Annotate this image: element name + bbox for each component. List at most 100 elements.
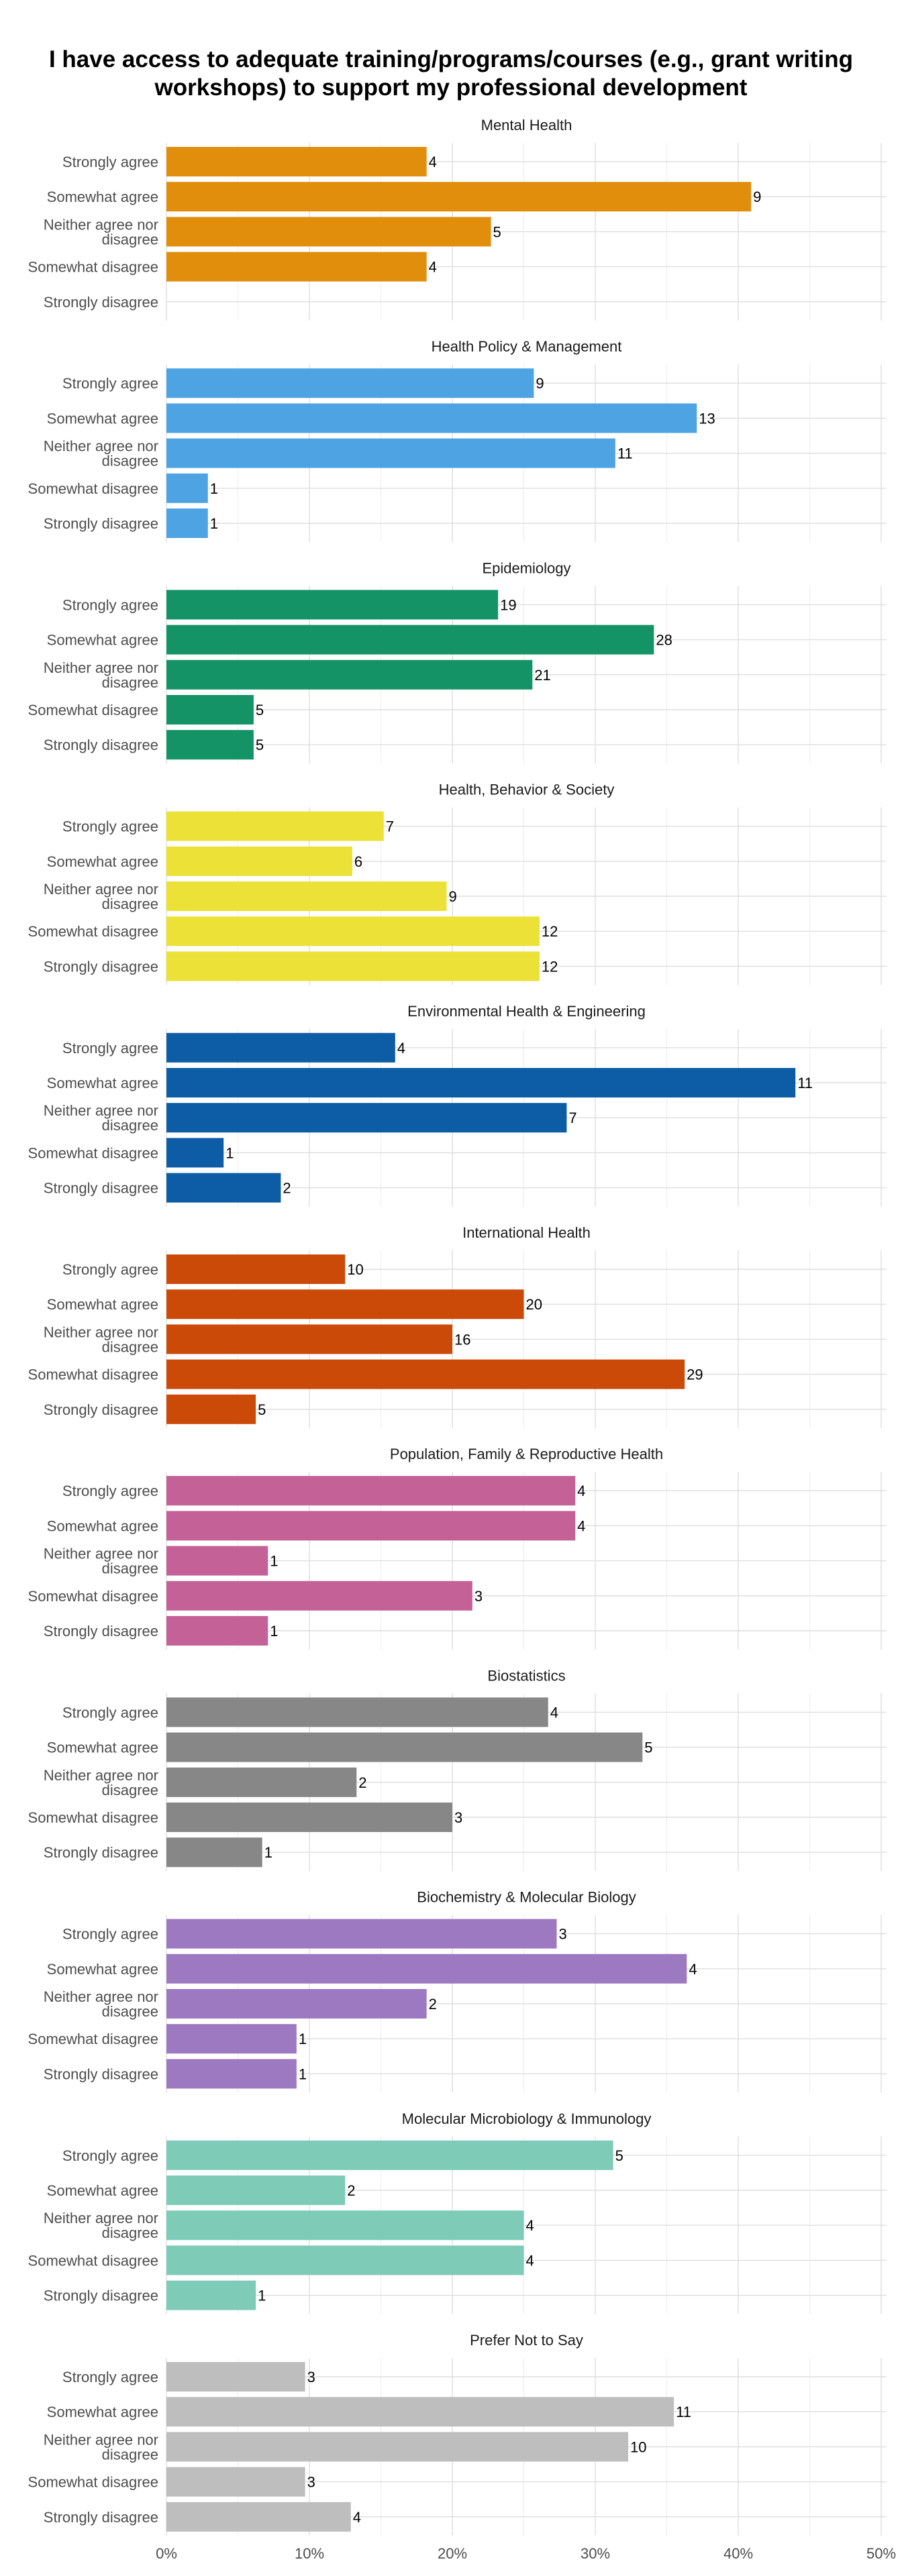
bar <box>166 1953 687 1984</box>
category-label: Strongly agree <box>62 1926 158 1943</box>
category-label: disagree <box>102 2224 158 2241</box>
data-label: 7 <box>386 818 394 835</box>
data-label: 3 <box>474 1588 483 1605</box>
data-label: 4 <box>429 154 437 170</box>
category-label: Strongly agree <box>62 818 158 835</box>
category-label: disagree <box>102 1782 158 1799</box>
bar <box>166 1103 567 1133</box>
category-label: Neither agree nor <box>44 1988 158 2005</box>
category-label: Strongly agree <box>62 1483 158 1499</box>
data-label: 5 <box>644 1739 652 1756</box>
x-tick-label: 40% <box>723 2545 753 2562</box>
data-label: 4 <box>550 1704 558 1721</box>
chart-title: I have access to adequate training/progr… <box>48 46 854 101</box>
x-tick-label: 50% <box>866 2545 896 2562</box>
category-label: Somewhat disagree <box>28 259 158 276</box>
bar <box>166 625 654 655</box>
bar <box>166 1394 256 1424</box>
data-label: 9 <box>753 189 761 205</box>
category-label: Strongly disagree <box>44 2288 158 2304</box>
data-label: 10 <box>347 1261 363 1278</box>
category-label: Somewhat disagree <box>28 702 158 718</box>
panel-title: Mental Health <box>481 117 572 133</box>
category-label: Strongly disagree <box>44 958 158 975</box>
data-label: 3 <box>558 1926 566 1943</box>
panel-title: Epidemiology <box>482 559 570 576</box>
bar <box>166 730 254 760</box>
panel-title: Health, Behavior & Society <box>439 782 615 798</box>
panel-title: Environmental Health & Engineering <box>407 1003 646 1020</box>
category-label: Somewhat disagree <box>28 2031 158 2047</box>
category-label: Strongly agree <box>62 154 158 170</box>
category-label: Strongly disagree <box>44 2065 158 2082</box>
category-label: disagree <box>102 1560 158 1577</box>
data-label: 3 <box>454 1809 462 1826</box>
category-label: Strongly agree <box>62 1704 158 1721</box>
category-label: disagree <box>102 2446 158 2463</box>
data-label: 11 <box>617 445 633 462</box>
data-label: 4 <box>429 259 437 276</box>
category-label: Strongly agree <box>62 1040 158 1057</box>
category-label: disagree <box>102 896 158 912</box>
data-label: 4 <box>577 1483 585 1499</box>
bar <box>166 473 208 503</box>
bar <box>166 951 540 981</box>
bar <box>166 2245 524 2275</box>
data-label: 1 <box>264 1844 272 1861</box>
data-label: 21 <box>534 667 550 684</box>
bar <box>166 217 491 247</box>
bar <box>166 403 697 433</box>
bar <box>166 1580 472 1611</box>
data-label: 4 <box>353 2509 361 2526</box>
data-label: 5 <box>258 1401 266 1418</box>
category-label: Somewhat disagree <box>28 1144 158 1161</box>
bar <box>166 1837 262 1868</box>
data-label: 5 <box>493 223 501 240</box>
bar <box>166 916 540 947</box>
bar <box>166 438 615 468</box>
category-label: Strongly agree <box>62 2369 158 2385</box>
data-label: 7 <box>568 1110 577 1126</box>
bar <box>166 1359 685 1389</box>
panel-title: International Health <box>462 1224 591 1241</box>
data-label: 2 <box>347 2182 355 2199</box>
bar <box>166 1767 357 1797</box>
bar <box>166 1697 548 1727</box>
category-label: Neither agree nor <box>44 1102 158 1119</box>
bar <box>166 1254 346 1284</box>
category-label: Somewhat disagree <box>28 1809 158 1826</box>
data-label: 3 <box>307 2474 315 2491</box>
data-label: 29 <box>687 1366 703 1383</box>
bar <box>166 846 352 876</box>
bar <box>166 1919 557 1949</box>
bar <box>166 1732 643 1762</box>
category-label: Neither agree nor <box>44 1767 158 1784</box>
panel-title: Biostatistics <box>487 1667 565 1684</box>
panel-title: Biochemistry & Molecular Biology <box>417 1889 636 1906</box>
data-label: 28 <box>656 632 672 649</box>
bar <box>166 2210 524 2241</box>
bar <box>166 659 533 690</box>
x-tick-label: 30% <box>581 2545 610 2562</box>
bar <box>166 2280 256 2310</box>
category-label: Strongly disagree <box>44 737 158 753</box>
bar <box>166 1476 576 1506</box>
bar <box>166 1989 427 2019</box>
bar <box>166 1068 796 1097</box>
category-label: Somewhat agree <box>47 2404 158 2420</box>
category-label: disagree <box>102 453 158 470</box>
category-label: disagree <box>102 1338 158 1355</box>
panel-title: Health Policy & Management <box>432 338 622 355</box>
bar <box>166 1546 268 1576</box>
category-label: Somewhat disagree <box>28 1588 158 1605</box>
category-label: Neither agree nor <box>44 438 158 455</box>
data-label: 4 <box>397 1040 405 1057</box>
data-label: 4 <box>577 1517 585 1534</box>
data-label: 1 <box>210 515 218 532</box>
data-label: 16 <box>454 1331 470 1348</box>
category-label: disagree <box>102 231 158 248</box>
panel-title: Prefer Not to Say <box>470 2332 583 2349</box>
category-label: Strongly disagree <box>44 1623 158 1640</box>
bar <box>166 2059 297 2089</box>
